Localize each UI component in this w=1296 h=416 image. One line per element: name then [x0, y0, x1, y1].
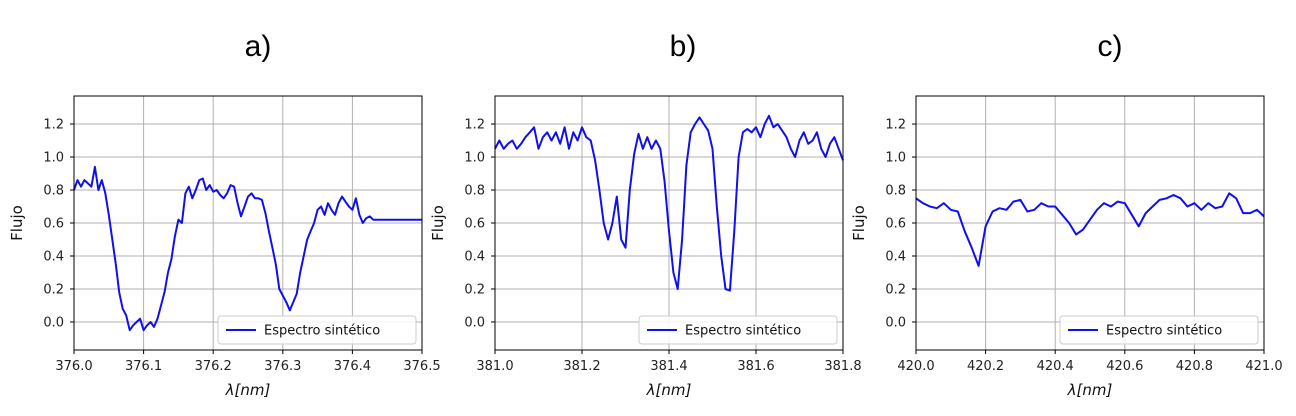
y-tick-label: 0.2: [885, 282, 906, 297]
x-axis-label: λ[nm]: [1067, 381, 1113, 399]
x-tick-label: 420.2: [967, 359, 1004, 374]
panel-letter: a): [245, 30, 272, 63]
y-tick-label: 0.4: [885, 249, 906, 264]
legend: Espectro sintético: [638, 315, 838, 345]
x-tick-label: 376.1: [125, 359, 162, 374]
y-tick-label: 0.0: [885, 315, 906, 330]
legend-box: [638, 315, 838, 345]
x-tick-label: 381.8: [824, 359, 861, 374]
series-line: [915, 192, 1265, 267]
y-tick-label: 1.0: [43, 151, 64, 166]
chart-panel-3: c) 420.0 420.2 420.4 420.6 420.8 421.0 0.0 0.2 0.…: [850, 30, 1283, 399]
y-tick-label: 0.8: [885, 184, 906, 199]
y-tick-label: 0.6: [885, 217, 906, 232]
y-tick-label: 0.2: [43, 282, 64, 297]
y-tick-label: 0.0: [464, 315, 485, 330]
chart-panel-2: b) 381.0 381.2 381.4 381.6 381.8 0.0 0.2 0.4 0.6 0…: [429, 30, 862, 399]
x-tick-label: 421.0: [1245, 359, 1282, 374]
legend: Espectro sintético: [217, 315, 417, 345]
panel-letter: b): [670, 30, 697, 63]
y-axis-label: Flujo: [429, 205, 447, 241]
y-tick-label: 0.0: [43, 315, 64, 330]
y-tick-label: 1.2: [464, 118, 485, 133]
x-tick-label: 420.8: [1176, 359, 1213, 374]
series-line: [73, 165, 422, 332]
y-tick-label: 1.0: [464, 151, 485, 166]
x-tick-label: 381.6: [737, 359, 774, 374]
legend-box: [217, 315, 417, 345]
x-tick-label: 420.6: [1106, 359, 1143, 374]
y-tick-label: 0.2: [464, 282, 485, 297]
x-tick-label: 376.5: [403, 359, 440, 374]
y-tick-label: 1.0: [885, 151, 906, 166]
y-tick-label: 0.8: [464, 184, 485, 199]
x-axis-label: λ[nm]: [225, 381, 271, 399]
x-tick-label: 376.0: [55, 359, 92, 374]
y-tick-label: 0.4: [43, 249, 64, 264]
y-tick-label: 0.6: [43, 217, 64, 232]
x-tick-label: 381.0: [476, 359, 513, 374]
series-line: [494, 114, 844, 292]
x-tick-label: 376.2: [195, 359, 232, 374]
legend-label: Espectro sintético: [1106, 324, 1222, 339]
panel-letter: c): [1098, 30, 1123, 63]
x-tick-label: 420.4: [1037, 359, 1074, 374]
x-tick-label: 420.0: [897, 359, 934, 374]
x-tick-label: 376.4: [334, 359, 371, 374]
y-tick-label: 0.6: [464, 217, 485, 232]
y-tick-label: 1.2: [885, 118, 906, 133]
x-axis-label: λ[nm]: [646, 381, 692, 399]
legend-label: Espectro sintético: [264, 324, 380, 339]
x-tick-label: 381.2: [563, 359, 600, 374]
y-tick-label: 0.4: [464, 249, 485, 264]
chart-panel-1: a) 376.0 376.1 376.2 376.3 376.4 376.5 0.0 0.2 0.…: [8, 30, 441, 399]
y-tick-label: 0.8: [43, 184, 64, 199]
legend: Espectro sintético: [1059, 315, 1259, 345]
y-tick-label: 1.2: [43, 118, 64, 133]
legend-box: [1059, 315, 1259, 345]
x-tick-label: 381.4: [650, 359, 687, 374]
y-axis-label: Flujo: [850, 205, 868, 241]
legend-label: Espectro sintético: [685, 324, 801, 339]
x-tick-label: 376.3: [264, 359, 301, 374]
y-axis-label: Flujo: [8, 205, 26, 241]
